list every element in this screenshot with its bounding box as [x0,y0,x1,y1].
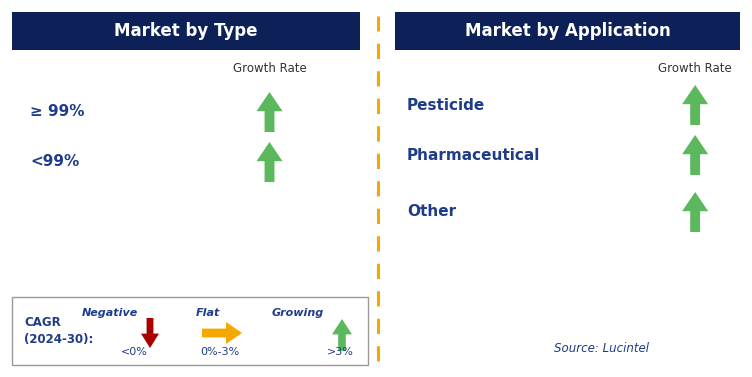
Bar [12,12,360,50]
Text: Negative: Negative [82,308,138,318]
Text: >3%: >3% [326,347,353,357]
Text: <0%: <0% [120,347,147,357]
Text: Pesticide: Pesticide [407,98,485,112]
Polygon shape [141,318,159,348]
Polygon shape [332,319,352,351]
Polygon shape [202,322,242,344]
Text: <99%: <99% [30,155,79,170]
Polygon shape [256,142,283,182]
Text: Market by Application: Market by Application [465,22,670,40]
Text: ≥ 99%: ≥ 99% [30,104,84,120]
Text: Growth Rate: Growth Rate [658,61,732,75]
Text: 0%-3%: 0%-3% [200,347,240,357]
Polygon shape [682,85,708,125]
FancyBboxPatch shape [12,297,368,365]
Text: Other: Other [407,204,456,219]
Text: CAGR: CAGR [24,316,61,328]
Polygon shape [682,135,708,175]
Text: Growth Rate: Growth Rate [232,61,306,75]
Polygon shape [256,92,283,132]
Text: Source: Lucintel: Source: Lucintel [554,342,650,356]
Text: Pharmaceutical: Pharmaceutical [407,147,541,162]
Bar [395,12,740,50]
Text: Market by Type: Market by Type [114,22,258,40]
Polygon shape [682,192,708,232]
Text: Flat: Flat [196,308,220,318]
Text: (2024-30):: (2024-30): [24,334,93,346]
Text: Growing: Growing [272,308,324,318]
